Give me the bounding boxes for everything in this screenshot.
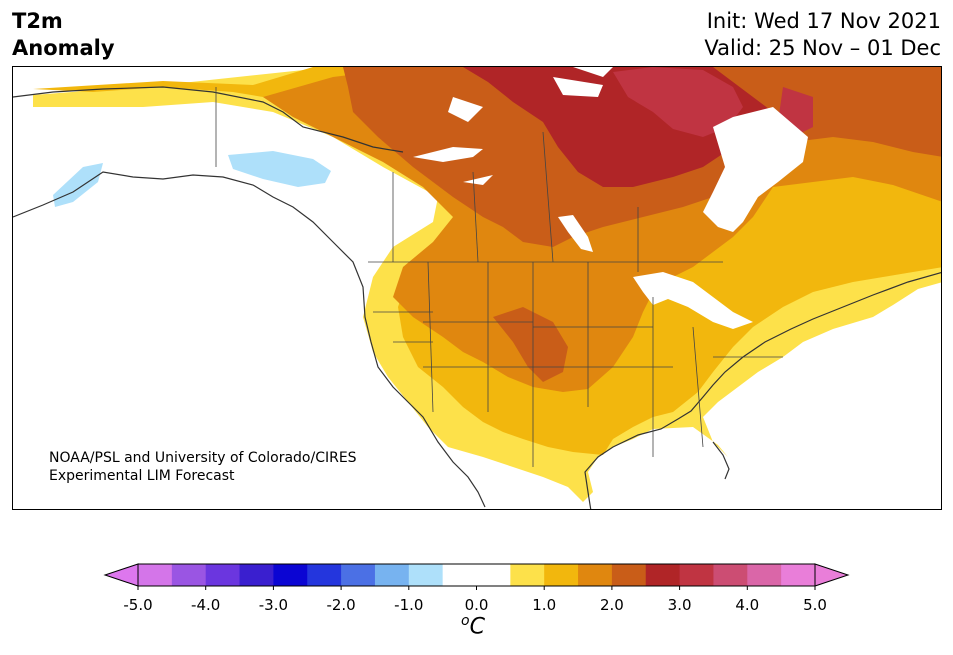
colorbar-cell	[442, 564, 477, 586]
colorbar-tick-label: 3.0	[668, 596, 692, 614]
anomaly-map	[12, 66, 942, 510]
colorbar-cell	[544, 564, 579, 586]
hudson-bay	[703, 107, 808, 232]
colorbar-tick-label: -1.0	[394, 596, 423, 614]
anomaly-band-neg-1-0-a	[228, 151, 331, 187]
great-slave-lake	[413, 147, 483, 162]
colorbar-under-arrow	[103, 563, 139, 587]
colorbar-cell	[408, 564, 444, 586]
colorbar-cell	[239, 564, 274, 586]
political-boundaries	[215, 87, 783, 467]
colorbar-cell	[645, 564, 681, 586]
credit-line-1: NOAA/PSL and University of Colorado/CIRE…	[49, 450, 357, 466]
map-title: T2m Anomaly	[12, 8, 115, 62]
lake-athabasca	[463, 175, 493, 185]
credit-line-2: Experimental LIM Forecast	[49, 468, 235, 484]
colorbar-cell	[781, 564, 816, 586]
colorbar-ticks: -5.0 -4.0 -3.0 -2.0 -1.0 0.0 1.0 2.0 3.0 4.0 5.0	[123, 586, 827, 614]
colorbar-tick-label: 2.0	[600, 596, 624, 614]
colorbar-tick-label: -3.0	[259, 596, 288, 614]
colorbar-tick-label: -4.0	[191, 596, 220, 614]
colorbar-cell	[476, 564, 511, 586]
colorbar-cell	[171, 564, 207, 586]
colorbar-cell	[611, 564, 647, 586]
colorbar-cell	[273, 564, 308, 586]
great-lakes	[633, 272, 753, 329]
colorbar-cell	[713, 564, 748, 586]
colorbar-cell	[341, 564, 376, 586]
colorbar-over-arrow	[814, 563, 850, 587]
anomaly-map-svg	[13, 67, 941, 509]
colorbar-cell	[679, 564, 714, 586]
winnipeg-lake	[558, 215, 593, 252]
colorbar-cell	[307, 564, 342, 586]
colorbar-tick-label: 0.0	[465, 596, 489, 614]
colorbar-cell	[747, 564, 782, 586]
colorbar-cell	[578, 564, 613, 586]
colorbar: -5.0 -4.0 -3.0 -2.0 -1.0 0.0 1.0 2.0 3.0 4.0 5.0	[103, 563, 850, 614]
colorbar-tick-label: 1.0	[532, 596, 556, 614]
colorbar-cells	[138, 564, 816, 586]
anomaly-band-2-5-plains	[493, 307, 568, 382]
forecast-dates: Init: Wed 17 Nov 2021 Valid: 25 Nov – 01…	[704, 8, 941, 62]
unit-degree: o	[461, 613, 470, 629]
colorbar-cell	[138, 564, 173, 586]
credit-text: NOAA/PSL and University of Colorado/CIRE…	[49, 449, 357, 485]
unit-letter: C	[469, 614, 485, 640]
colorbar-tick-label: 5.0	[803, 596, 827, 614]
colorbar-cell	[510, 564, 545, 586]
coastlines	[13, 86, 941, 509]
colorbar-tick-label: -5.0	[123, 596, 152, 614]
colorbar-cell	[374, 564, 410, 586]
init-date: Init: Wed 17 Nov 2021	[706, 9, 941, 33]
title-line-2: Anomaly	[12, 36, 115, 60]
title-line-1: T2m	[12, 9, 63, 33]
anomaly-band-3-5	[613, 67, 743, 137]
anomaly-band-neg-1-0-b	[53, 163, 103, 207]
colorbar-tick-label: -2.0	[326, 596, 355, 614]
colorbar-tick-label: 4.0	[735, 596, 759, 614]
arctic-water	[448, 67, 613, 122]
valid-date: Valid: 25 Nov – 01 Dec	[704, 36, 941, 60]
colorbar-unit: oC	[461, 613, 485, 639]
colorbar-cell	[205, 564, 241, 586]
